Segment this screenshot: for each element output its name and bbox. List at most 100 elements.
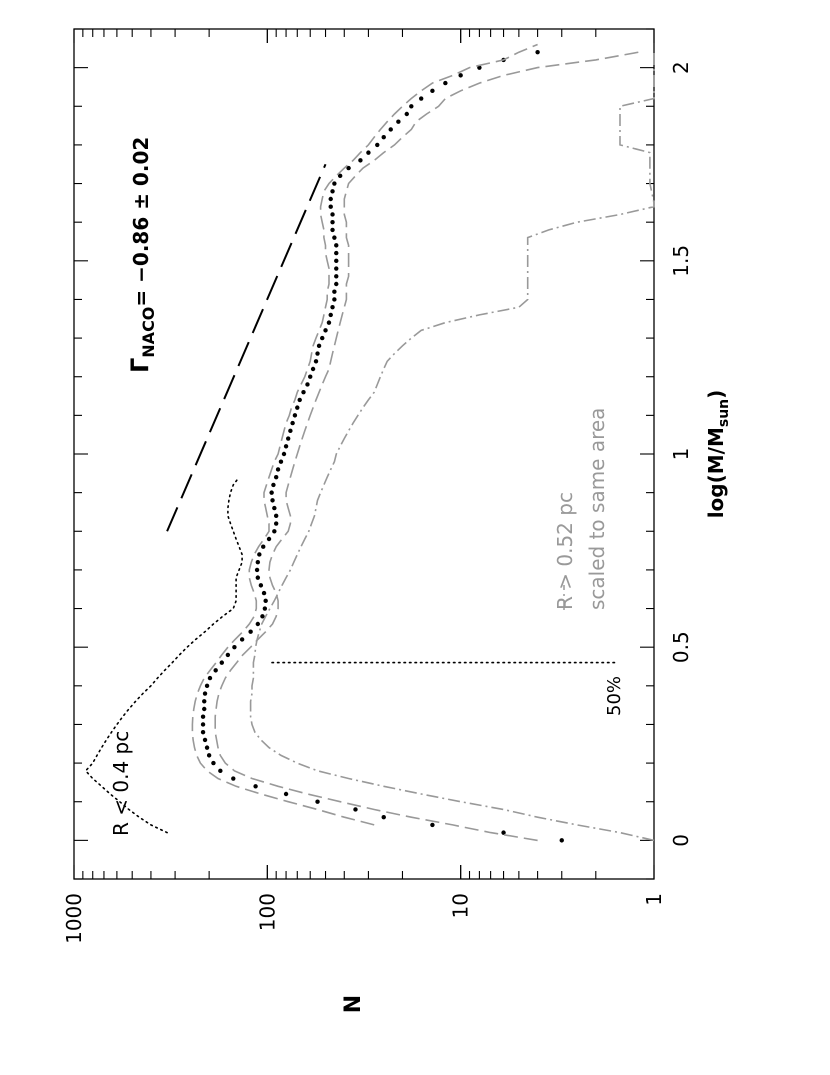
- series-main-point: [204, 745, 210, 750]
- series-main-point: [315, 799, 320, 804]
- series-main-point: [358, 158, 363, 163]
- series-main-point: [330, 304, 335, 310]
- series-main-point: [225, 652, 231, 658]
- x-tick-label: 1: [669, 448, 693, 461]
- series-main-point: [218, 768, 223, 774]
- series-main-point: [263, 598, 268, 604]
- series-main-point: [443, 80, 448, 86]
- series-main-point: [269, 490, 274, 495]
- series-main-point: [202, 706, 207, 712]
- slope-line: [166, 163, 327, 532]
- series-main-point: [320, 335, 325, 341]
- series-main-point: [332, 235, 337, 240]
- series-main-point: [535, 49, 540, 55]
- series-main-point: [353, 807, 358, 812]
- y-tick-label: 1000: [62, 893, 86, 944]
- series-main-point: [255, 621, 261, 627]
- series-main-point: [458, 73, 463, 78]
- series-main-point: [278, 459, 284, 464]
- series-main-point: [258, 583, 264, 588]
- series-main-point: [334, 243, 339, 248]
- series-main-point: [308, 374, 313, 379]
- series-main-point: [200, 714, 206, 719]
- series-outer-region: [249, 52, 655, 842]
- series-main-point: [315, 351, 320, 356]
- y-tick-label: 10: [449, 893, 473, 918]
- series-main-point: [202, 691, 208, 696]
- series-main-point: [273, 521, 279, 526]
- gamma-label: ΓNACO= −0.86 ± 0.02: [126, 137, 158, 373]
- series-main-point: [328, 196, 333, 202]
- series-main-point: [254, 567, 260, 573]
- x-axis-label-sub: sun: [716, 399, 732, 427]
- series-main-point: [326, 320, 332, 325]
- series-main-point: [260, 614, 265, 619]
- series-main-point: [334, 250, 339, 256]
- series-main-point: [273, 474, 279, 480]
- series-main-point: [334, 281, 339, 287]
- series-main-point: [255, 559, 261, 565]
- series-main-point: [219, 660, 224, 665]
- series-main-point: [200, 722, 206, 727]
- series-main-point: [323, 328, 328, 333]
- series-main-point: [202, 737, 208, 743]
- completeness-label: 50%: [604, 676, 625, 716]
- series-main-point: [207, 675, 213, 681]
- series-main-point: [501, 830, 506, 835]
- series-main-point: [346, 165, 351, 171]
- series-main-point: [332, 297, 337, 302]
- series-main-point: [330, 219, 335, 225]
- series-main-point: [316, 343, 322, 349]
- series-main-point: [332, 289, 337, 294]
- ticks: [73, 28, 655, 880]
- series-group: [84, 43, 655, 843]
- series-main-point: [231, 776, 236, 781]
- series-main-point: [272, 505, 277, 511]
- series-main-point: [206, 753, 212, 758]
- series-main-point: [328, 204, 333, 209]
- outer-scaled-label: scaled to same area: [585, 408, 609, 610]
- outer-radius-label: R > 0.52 pc: [553, 492, 577, 610]
- series-main-point: [290, 420, 295, 426]
- series-main-point: [266, 536, 272, 542]
- series-main-point: [388, 127, 393, 132]
- series-main-point: [272, 529, 277, 534]
- series-main-point: [477, 65, 482, 70]
- series-inner-region: [84, 476, 243, 834]
- series-main-point: [248, 629, 253, 634]
- series-error-bound: [214, 51, 639, 842]
- series-main-point: [270, 498, 275, 503]
- series-main-point: [213, 668, 218, 673]
- series-main-point: [334, 258, 339, 264]
- plot-frame: [73, 28, 655, 880]
- x-tick-label: 0.5: [669, 631, 693, 663]
- series-main-point: [255, 575, 261, 580]
- series-main-point: [396, 119, 401, 124]
- series-main-point: [310, 366, 316, 372]
- series-main-point: [337, 173, 343, 179]
- series-main-point: [204, 683, 210, 689]
- series-main-point: [301, 389, 306, 395]
- gamma-sub: NACO: [139, 307, 158, 358]
- series-main-point: [419, 96, 424, 101]
- series-main-point: [275, 467, 281, 472]
- series-main-point: [200, 729, 206, 735]
- series-error-bound: [191, 43, 538, 826]
- series-main-point: [261, 544, 266, 549]
- series-main-point: [281, 451, 287, 457]
- series-main-point: [262, 606, 268, 611]
- series-main-point: [313, 359, 319, 364]
- y-tick-label: 1: [642, 893, 666, 906]
- series-main-point: [202, 699, 207, 704]
- series-main-point: [305, 382, 310, 387]
- series-main-point: [271, 482, 276, 488]
- series-main-point: [375, 142, 380, 148]
- series-main-point: [330, 212, 335, 217]
- series-main-point: [285, 436, 291, 441]
- series-main-point: [292, 413, 298, 418]
- series-main-point: [295, 405, 300, 410]
- series-main-point: [283, 791, 289, 797]
- series-main-point: [257, 552, 262, 557]
- y-axis-label: N: [341, 995, 366, 1013]
